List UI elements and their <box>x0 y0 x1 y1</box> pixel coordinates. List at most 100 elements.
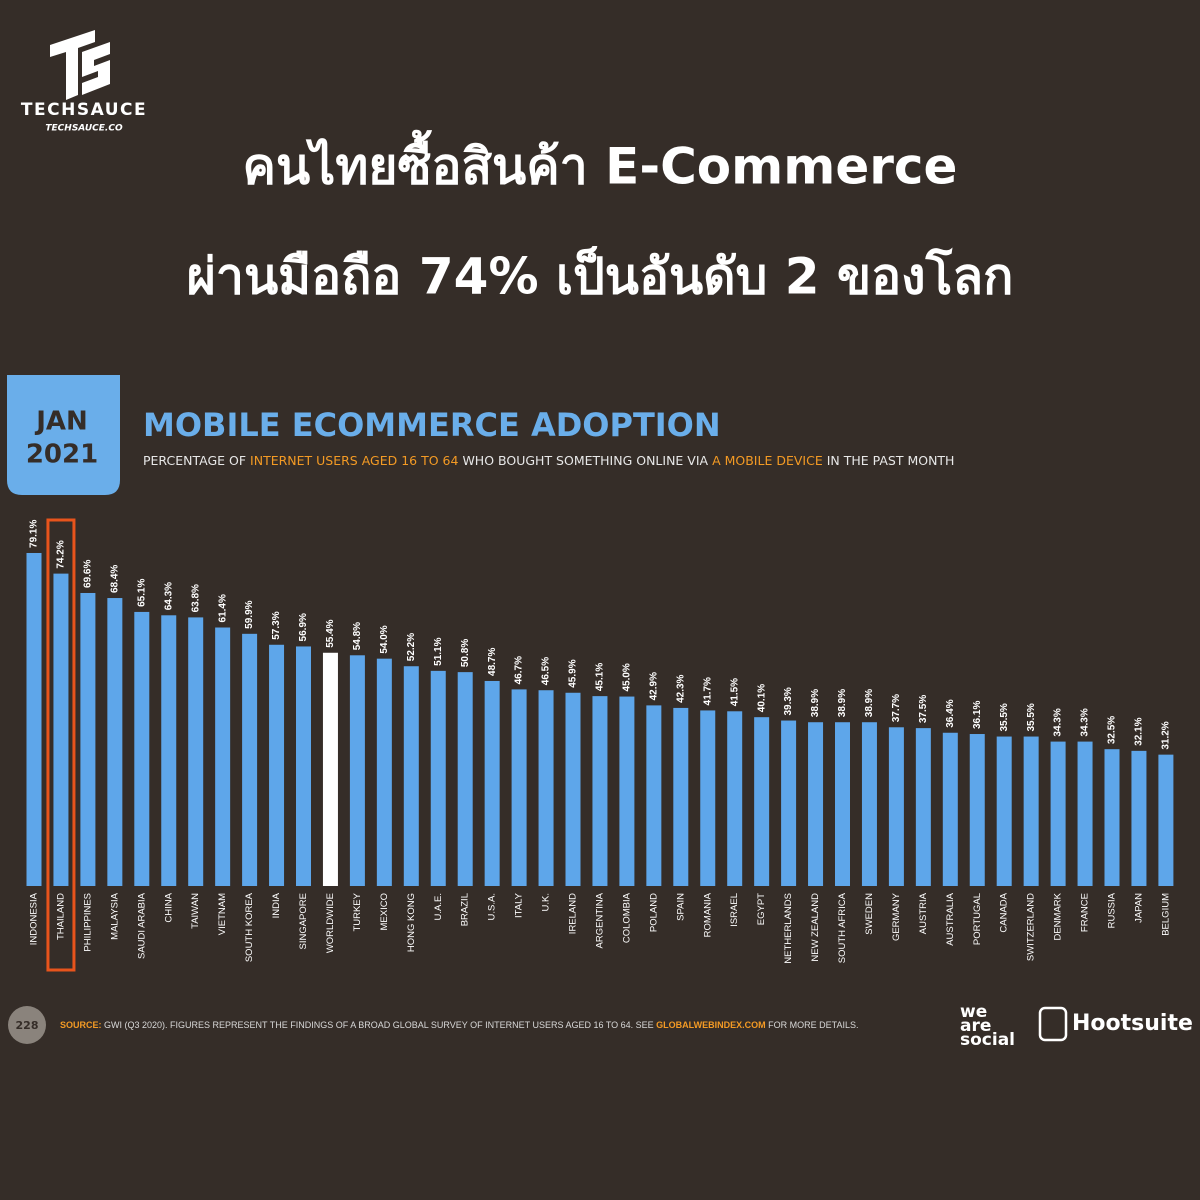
value-label: 55.4% <box>325 619 336 647</box>
x-tick-label: ITALY <box>514 892 525 918</box>
x-tick-label: BELGIUM <box>1160 893 1171 936</box>
x-tick-label: NETHERLANDS <box>783 893 794 964</box>
bar <box>619 696 635 886</box>
logo-mark <box>50 30 110 100</box>
x-tick-label: TAIWAN <box>190 893 201 929</box>
bar <box>781 720 797 886</box>
value-label: 79.1% <box>29 520 40 548</box>
x-tick-label: SAUDI ARABIA <box>136 892 147 959</box>
chart-subtitle: PERCENTAGE OF INTERNET USERS AGED 16 TO … <box>143 453 954 468</box>
value-label: 69.6% <box>83 560 94 588</box>
value-label: 74.2% <box>56 540 67 568</box>
x-tick-label: DENMARK <box>1053 892 1064 940</box>
brand: TECHSAUCE <box>21 100 147 120</box>
x-tick-label: INDIA <box>271 892 282 918</box>
value-label: 54.8% <box>352 622 363 650</box>
x-tick-label: MEXICO <box>379 893 390 930</box>
x-tick-label: SWEDEN <box>864 893 875 935</box>
x-tick-label: FRANCE <box>1080 893 1091 932</box>
source-part: FOR MORE DETAILS. <box>766 1020 859 1030</box>
bar <box>942 732 958 886</box>
value-label: 34.3% <box>1080 708 1091 736</box>
x-tick-label: ARGENTINA <box>594 892 605 948</box>
value-label: 46.5% <box>541 657 552 685</box>
value-label: 36.1% <box>972 701 983 729</box>
x-tick-label: PHILIPPINES <box>82 893 93 952</box>
x-tick-label: HONG KONG <box>406 893 417 952</box>
value-label: 37.7% <box>891 694 902 722</box>
x-tick-label: SWITZERLAND <box>1026 893 1037 961</box>
bar <box>322 652 338 886</box>
x-tick-label: RUSSIA <box>1107 892 1118 928</box>
x-tick-label: WORLDWIDE <box>325 893 336 953</box>
bar <box>646 705 662 886</box>
bar <box>188 617 204 886</box>
source-part: GLOBALWEBINDEX.COM <box>656 1020 766 1030</box>
x-tick-label: ROMANIA <box>702 892 713 937</box>
value-label: 68.4% <box>109 565 120 593</box>
bar <box>592 696 608 886</box>
bar <box>349 655 365 886</box>
bar <box>538 690 554 886</box>
x-tick-label: ISRAEL <box>729 893 740 927</box>
bar <box>242 633 258 886</box>
source: SOURCE: GWI (Q3 2020). FIGURES REPRESENT… <box>60 1020 859 1030</box>
x-tick-label: JAPAN <box>1133 893 1144 923</box>
bar <box>1131 750 1147 886</box>
bar <box>888 727 904 886</box>
subtitle-part: A MOBILE DEVICE <box>712 453 823 468</box>
value-label: 38.9% <box>864 689 875 717</box>
bar <box>861 722 877 886</box>
badge-year: 2021 <box>26 440 98 470</box>
subtitle-part: IN THE PAST MONTH <box>823 453 955 468</box>
bar <box>26 552 42 886</box>
x-tick-label: AUSTRIA <box>918 892 929 934</box>
value-label: 41.7% <box>702 677 713 705</box>
value-label: 45.1% <box>595 663 606 691</box>
hootsuite-icon <box>1038 1006 1068 1042</box>
value-label: 61.4% <box>217 594 228 622</box>
bar <box>1077 741 1093 886</box>
x-tick-label: VIETNAM <box>217 893 228 935</box>
x-tick-label: THAILAND <box>55 893 66 940</box>
bar <box>80 592 96 886</box>
value-label: 37.5% <box>918 695 929 723</box>
value-label: 64.3% <box>163 582 174 610</box>
x-tick-label: MALAYSIA <box>109 892 120 939</box>
bar <box>1104 749 1120 886</box>
value-label: 51.1% <box>433 637 444 665</box>
highlight-outline <box>46 518 76 972</box>
value-label: 52.2% <box>406 633 417 661</box>
value-label: 31.2% <box>1161 721 1172 749</box>
page-number: 228 <box>16 1019 39 1032</box>
value-label: 50.8% <box>460 639 471 667</box>
x-tick-label: BRAZIL <box>460 893 471 926</box>
source-part: SOURCE: <box>60 1020 102 1030</box>
x-tick-label: U.A.E. <box>433 893 444 920</box>
value-label: 32.1% <box>1134 717 1145 745</box>
headline: คนไทยซื้อสินค้า E-Commerce <box>243 130 958 196</box>
x-tick-label: INDONESIA <box>29 892 40 945</box>
value-label: 41.5% <box>729 678 740 706</box>
bar <box>376 658 392 886</box>
bar <box>269 644 285 886</box>
bar <box>835 722 850 886</box>
x-tick-label: PORTUGAL <box>972 893 983 945</box>
value-label: 48.7% <box>487 648 498 676</box>
x-tick-label: IRELAND <box>568 893 579 934</box>
x-tick-label: U.S.A. <box>487 893 498 920</box>
logo-text: are <box>960 1016 991 1036</box>
bar <box>673 707 689 886</box>
x-tick-label: SOUTH AFRICA <box>837 892 848 963</box>
bar <box>53 573 69 886</box>
bar <box>457 672 473 886</box>
value-label: 40.1% <box>756 684 767 712</box>
bar <box>915 728 931 886</box>
bar <box>996 736 1012 886</box>
value-label: 42.9% <box>648 672 659 700</box>
badge-month: JAN <box>34 407 88 437</box>
x-tick-label: SINGAPORE <box>298 893 309 950</box>
value-label: 46.7% <box>514 656 525 684</box>
page-badge <box>8 1006 46 1044</box>
